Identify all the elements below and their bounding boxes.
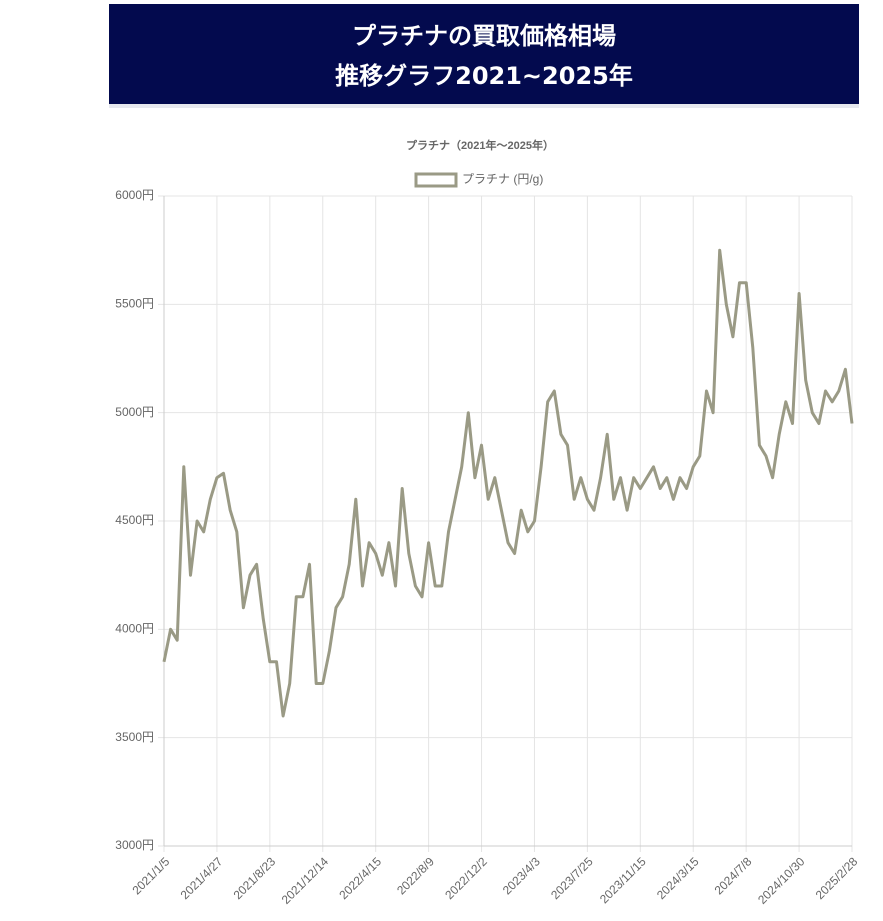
header-banner: プラチナの買取価格相場 推移グラフ2021~2025年: [109, 4, 859, 108]
legend-label: プラチナ (円/g): [462, 172, 543, 186]
x-tick-label: 2022/12/2: [442, 854, 490, 902]
y-tick-label: 3000円: [115, 838, 154, 852]
x-tick-label: 2021/8/23: [231, 854, 279, 902]
x-tick-label: 2022/8/9: [394, 854, 437, 897]
y-tick-label: 5000円: [115, 405, 154, 419]
y-tick-label: 6000円: [115, 188, 154, 202]
x-tick-label: 2022/4/15: [336, 854, 384, 902]
header-title: プラチナの買取価格相場: [352, 22, 616, 50]
y-tick-label: 4000円: [115, 622, 154, 636]
x-tick-label: 2023/4/3: [500, 854, 543, 897]
y-tick-label: 3500円: [115, 730, 154, 744]
x-tick-label: 2024/3/15: [654, 854, 702, 902]
chart-title: プラチナ（2021年〜2025年）: [406, 138, 554, 152]
y-tick-label: 5500円: [115, 297, 154, 311]
price-line: [162, 248, 854, 718]
x-tick-label: 2023/11/15: [597, 854, 649, 906]
header-subtitle: 推移グラフ2021~2025年: [335, 62, 633, 90]
legend-swatch: [414, 172, 458, 188]
x-tick-label: 2024/7/8: [712, 854, 755, 897]
y-tick-label: 4500円: [115, 513, 154, 527]
x-tick-label: 2021/4/27: [178, 854, 226, 902]
x-tick-label: 2021/12/14: [279, 854, 332, 907]
x-tick-label: 2021/1/5: [129, 854, 172, 897]
x-tick-label: 2025/2/28: [813, 854, 861, 902]
x-tick-label: 2023/7/25: [548, 854, 596, 902]
x-tick-label: 2024/10/30: [755, 854, 808, 907]
